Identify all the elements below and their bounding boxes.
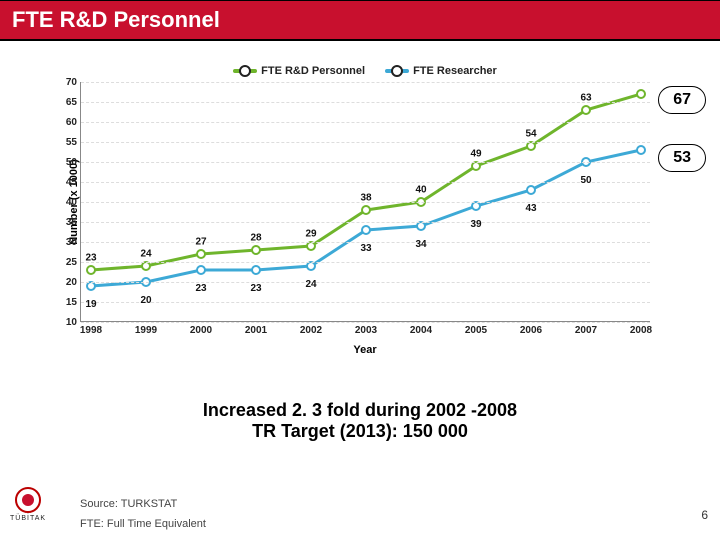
data-point-label: 43 xyxy=(525,203,536,214)
legend: FTE R&D Personnel FTE Researcher xyxy=(80,60,650,78)
data-point-marker xyxy=(637,146,645,154)
legend-label: FTE R&D Personnel xyxy=(261,65,365,77)
data-point-label: 34 xyxy=(415,239,426,250)
data-point-marker xyxy=(527,186,535,194)
y-gridline: 45 xyxy=(81,182,650,183)
data-point-label: 23 xyxy=(195,283,206,294)
data-point-marker xyxy=(252,266,260,274)
logo-disc-icon xyxy=(15,487,41,513)
summary-text: Increased 2. 3 fold during 2002 -2008 TR… xyxy=(0,400,720,442)
data-point-marker xyxy=(417,222,425,230)
data-point-label: 20 xyxy=(140,295,151,306)
data-point-marker xyxy=(527,142,535,150)
y-tick-label: 10 xyxy=(66,317,77,328)
x-tick-label: 2004 xyxy=(410,325,432,336)
data-point-label: 38 xyxy=(360,193,371,204)
source-text: Source: TURKSTAT xyxy=(80,498,177,510)
x-tick-label: 2001 xyxy=(245,325,267,336)
y-tick-label: 65 xyxy=(66,97,77,108)
y-gridline: 50 xyxy=(81,162,650,163)
y-tick-label: 35 xyxy=(66,217,77,228)
x-tick-label: 2006 xyxy=(520,325,542,336)
x-tick-label: 2000 xyxy=(190,325,212,336)
y-gridline: 55 xyxy=(81,142,650,143)
logo-text: TÜBİTAK xyxy=(10,515,46,522)
data-point-marker xyxy=(582,106,590,114)
data-point-marker xyxy=(197,250,205,258)
data-point-marker xyxy=(637,90,645,98)
y-tick-label: 55 xyxy=(66,137,77,148)
data-point-marker xyxy=(197,266,205,274)
x-tick-label: 1999 xyxy=(135,325,157,336)
y-tick-label: 25 xyxy=(66,257,77,268)
data-point-marker xyxy=(362,206,370,214)
data-point-label: 54 xyxy=(525,129,536,140)
page-title-bar: FTE R&D Personnel xyxy=(0,0,720,41)
data-point-label: 29 xyxy=(305,229,316,240)
data-point-label: 33 xyxy=(360,243,371,254)
data-point-marker xyxy=(472,202,480,210)
legend-item: FTE R&D Personnel xyxy=(233,65,365,77)
data-point-label: 63 xyxy=(580,93,591,104)
data-point-marker xyxy=(472,162,480,170)
y-gridline: 10 xyxy=(81,322,650,323)
data-point-marker xyxy=(307,262,315,270)
y-tick-label: 15 xyxy=(66,297,77,308)
legend-label: FTE Researcher xyxy=(413,65,497,77)
chart-container: FTE R&D PersonnelFTE Researcher Number (… xyxy=(80,60,650,360)
x-tick-label: 2002 xyxy=(300,325,322,336)
y-tick-label: 45 xyxy=(66,177,77,188)
callout-2008-researcher: 53 xyxy=(658,144,706,172)
page-title: FTE R&D Personnel xyxy=(12,7,220,32)
legend-swatch-icon xyxy=(385,69,409,73)
x-tick-label: 2008 xyxy=(630,325,652,336)
y-gridline: 15 xyxy=(81,302,650,303)
data-point-marker xyxy=(142,262,150,270)
data-point-label: 23 xyxy=(85,253,96,264)
data-point-label: 39 xyxy=(470,219,481,230)
data-point-label: 19 xyxy=(85,299,96,310)
summary-line-1: Increased 2. 3 fold during 2002 -2008 xyxy=(0,400,720,421)
y-tick-label: 50 xyxy=(66,157,77,168)
data-point-marker xyxy=(87,282,95,290)
y-tick-label: 30 xyxy=(66,237,77,248)
x-tick-label: 2005 xyxy=(465,325,487,336)
y-gridline: 65 xyxy=(81,102,650,103)
data-point-label: 24 xyxy=(140,249,151,260)
data-point-marker xyxy=(87,266,95,274)
y-gridline: 20 xyxy=(81,282,650,283)
y-tick-label: 70 xyxy=(66,77,77,88)
x-tick-label: 2007 xyxy=(575,325,597,336)
y-gridline: 25 xyxy=(81,262,650,263)
plot-area: Number (x 1000) 101520253035404550556065… xyxy=(80,82,650,322)
summary-line-2: TR Target (2013): 150 000 xyxy=(0,421,720,442)
series-line xyxy=(91,150,641,286)
x-axis-title: Year xyxy=(80,344,650,356)
callout-2008-personnel: 67 xyxy=(658,86,706,114)
data-point-marker xyxy=(362,226,370,234)
y-tick-label: 20 xyxy=(66,277,77,288)
data-point-label: 27 xyxy=(195,237,206,248)
data-point-label: 28 xyxy=(250,233,261,244)
data-point-label: 40 xyxy=(415,185,426,196)
page-number: 6 xyxy=(701,508,708,522)
data-point-label: 50 xyxy=(580,175,591,186)
data-point-label: 23 xyxy=(250,283,261,294)
legend-swatch-icon xyxy=(233,69,257,73)
y-gridline: 70 xyxy=(81,82,650,83)
data-point-marker xyxy=(252,246,260,254)
y-gridline: 35 xyxy=(81,222,650,223)
data-point-label: 49 xyxy=(470,149,481,160)
y-tick-label: 40 xyxy=(66,197,77,208)
data-point-marker xyxy=(307,242,315,250)
tubitak-logo: TÜBİTAK xyxy=(10,487,46,522)
y-tick-label: 60 xyxy=(66,117,77,128)
x-tick-label: 2003 xyxy=(355,325,377,336)
x-tick-label: 1998 xyxy=(80,325,102,336)
legend-item: FTE Researcher xyxy=(385,65,497,77)
note-text: FTE: Full Time Equivalent xyxy=(80,518,206,530)
y-gridline: 60 xyxy=(81,122,650,123)
data-point-label: 24 xyxy=(305,279,316,290)
